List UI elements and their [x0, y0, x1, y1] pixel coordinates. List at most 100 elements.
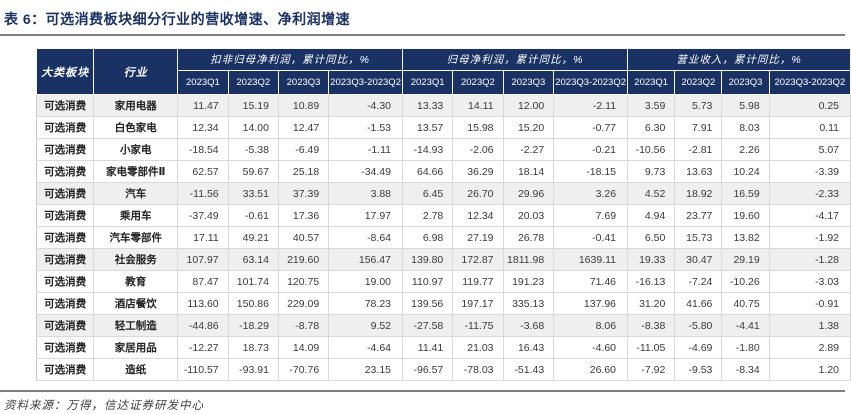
value-cell: 110.97 — [402, 270, 454, 293]
sector-cell: 可选消费 — [36, 138, 95, 161]
value-cell: -2.33 — [769, 182, 851, 205]
value-cell: -11.56 — [177, 182, 229, 205]
value-cell: 101.74 — [228, 270, 279, 293]
industry-cell: 家居用品 — [93, 336, 179, 359]
value-cell: 1811.98 — [503, 248, 555, 271]
value-cell: -9.53 — [674, 358, 723, 381]
value-cell: -2.81 — [674, 138, 723, 161]
value-cell: -3.39 — [769, 160, 851, 183]
value-cell: -44.86 — [177, 314, 229, 337]
value-cell: -93.91 — [228, 358, 279, 381]
quarter-header: 2023Q3-2023Q2 — [768, 70, 851, 95]
value-cell: 30.47 — [674, 248, 723, 271]
col-header-industry: 行业 — [93, 48, 179, 95]
value-cell: 7.69 — [553, 204, 629, 227]
value-cell: 9.52 — [328, 314, 403, 337]
value-cell: -34.49 — [328, 160, 403, 183]
value-cell: 41.66 — [674, 292, 723, 315]
value-cell: 7.91 — [674, 116, 723, 139]
table-row: 可选消费 教育 87.47 101.74 120.75 19.00 110.97 119.77… — [36, 270, 851, 293]
value-cell: 87.47 — [177, 270, 229, 293]
value-cell: 26.78 — [503, 226, 555, 249]
sector-cell: 可选消费 — [36, 182, 95, 205]
table-row: 可选消费 家用电器 11.47 15.19 10.89 -4.30 13.33 14.11 12… — [36, 94, 851, 117]
value-cell: 113.60 — [177, 292, 229, 315]
value-cell: 19.33 — [627, 248, 676, 271]
value-cell: 31.20 — [627, 292, 676, 315]
value-cell: -27.58 — [402, 314, 454, 337]
table-row: 可选消费 家电零部件Ⅱ 62.57 59.67 25.18 -34.49 64.66 36.2… — [36, 160, 851, 183]
value-cell: 1.38 — [769, 314, 851, 337]
value-cell: 19.00 — [328, 270, 403, 293]
value-cell: 4.52 — [627, 182, 676, 205]
value-cell: -1.80 — [721, 336, 770, 359]
industry-cell: 酒店餐饮 — [93, 292, 179, 315]
value-cell: 23.15 — [328, 358, 403, 381]
value-cell: 18.92 — [674, 182, 723, 205]
value-cell: -4.30 — [328, 94, 403, 117]
value-cell: -4.60 — [553, 336, 629, 359]
value-cell: 229.09 — [278, 292, 330, 315]
table-row: 可选消费 造纸 -110.57 -93.91 -70.76 23.15 -96.57 -78.… — [36, 358, 851, 381]
sector-cell: 可选消费 — [36, 94, 95, 117]
value-cell: 172.87 — [452, 248, 504, 271]
value-cell: 11.47 — [177, 94, 229, 117]
value-cell: 6.98 — [402, 226, 454, 249]
value-cell: 6.45 — [402, 182, 454, 205]
value-cell: 107.97 — [177, 248, 229, 271]
value-cell: -3.68 — [503, 314, 555, 337]
value-cell: 36.29 — [452, 160, 504, 183]
value-cell: 21.03 — [452, 336, 504, 359]
sector-cell: 可选消费 — [36, 358, 95, 381]
value-cell: 14.11 — [452, 94, 504, 117]
value-cell: -70.76 — [278, 358, 330, 381]
sector-cell: 可选消费 — [36, 116, 95, 139]
group-header-net-profit: 归母净利润，累计同比，% — [401, 48, 629, 71]
value-cell: 59.67 — [228, 160, 279, 183]
quarter-header: 2023Q3-2023Q2 — [328, 70, 403, 95]
value-cell: 139.56 — [402, 292, 454, 315]
value-cell: 13.57 — [402, 116, 454, 139]
industry-cell: 汽车 — [93, 182, 179, 205]
value-cell: 14.09 — [278, 336, 330, 359]
value-cell: -11.05 — [627, 336, 676, 359]
value-cell: -8.64 — [328, 226, 403, 249]
value-cell: -1.92 — [769, 226, 851, 249]
value-cell: -8.38 — [627, 314, 676, 337]
value-cell: -8.34 — [721, 358, 770, 381]
value-cell: 0.25 — [769, 94, 851, 117]
value-cell: 156.47 — [328, 248, 403, 271]
value-cell: -96.57 — [402, 358, 454, 381]
value-cell: -3.03 — [769, 270, 851, 293]
value-cell: -18.15 — [553, 160, 629, 183]
industry-cell: 社会服务 — [93, 248, 179, 271]
value-cell: -8.78 — [278, 314, 330, 337]
value-cell: 119.77 — [452, 270, 504, 293]
quarter-header: 2023Q2 — [452, 70, 504, 95]
value-cell: 12.00 — [503, 94, 555, 117]
value-cell: 37.39 — [278, 182, 330, 205]
value-cell: 8.03 — [721, 116, 770, 139]
industry-cell: 造纸 — [93, 358, 179, 381]
value-cell: 2.89 — [769, 336, 851, 359]
quarter-header-row: 2023Q1 2023Q2 2023Q3 2023Q3-2023Q2 2023Q1 202… — [37, 70, 851, 95]
value-cell: -1.28 — [769, 248, 851, 271]
value-cell: 26.70 — [452, 182, 504, 205]
value-cell: -0.41 — [553, 226, 629, 249]
value-cell: 62.57 — [177, 160, 229, 183]
value-cell: -0.77 — [553, 116, 629, 139]
value-cell: 17.11 — [177, 226, 229, 249]
value-cell: 4.94 — [627, 204, 676, 227]
value-cell: 335.13 — [503, 292, 555, 315]
value-cell: -2.11 — [553, 94, 629, 117]
value-cell: 1639.11 — [553, 248, 629, 271]
value-cell: 1.20 — [769, 358, 851, 381]
value-cell: -0.61 — [228, 204, 279, 227]
quarter-header: 2023Q3 — [721, 70, 770, 95]
industry-cell: 家用电器 — [93, 94, 179, 117]
value-cell: 16.43 — [503, 336, 555, 359]
value-cell: -2.27 — [503, 138, 555, 161]
value-cell: 13.63 — [674, 160, 723, 183]
quarter-header: 2023Q3-2023Q2 — [553, 70, 629, 95]
value-cell: 219.60 — [278, 248, 330, 271]
